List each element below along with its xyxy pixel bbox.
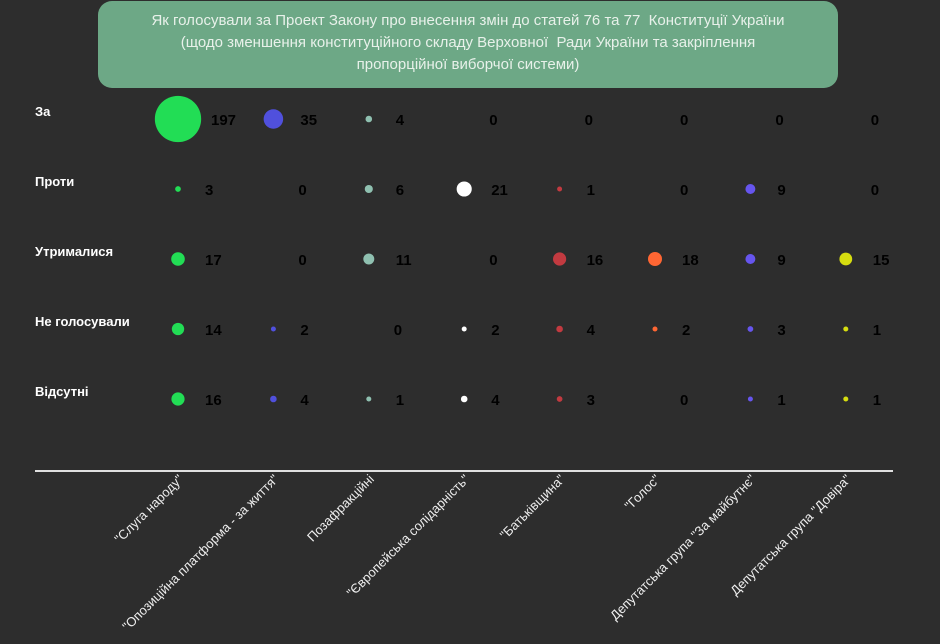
bubble [171, 252, 185, 266]
value-label: 17 [205, 252, 222, 269]
value-label: 16 [205, 392, 222, 409]
bubble [171, 392, 185, 406]
bubble [553, 252, 567, 266]
value-label: 2 [682, 322, 690, 339]
value-label: 2 [491, 322, 499, 339]
bubble [745, 254, 756, 264]
value-label: 1 [873, 322, 881, 339]
row-label: За [35, 104, 51, 119]
value-label: 9 [777, 182, 785, 199]
value-label: 4 [491, 392, 500, 409]
value-label: 9 [777, 252, 785, 269]
title-line-1: Як голосували за Проект Закону про внесе… [151, 12, 785, 29]
value-label: 197 [211, 112, 236, 129]
bubble [270, 395, 277, 403]
row-label: Утрималися [35, 244, 113, 259]
bubble [460, 395, 468, 403]
bubble [365, 115, 373, 123]
category-label: "Слуга народу" [111, 471, 186, 546]
bubble [366, 396, 372, 402]
value-label: 6 [396, 182, 404, 199]
bubble [652, 326, 658, 332]
value-label: 35 [300, 112, 317, 129]
category-label: Позафракційні [304, 471, 377, 544]
row-label: Не голосували [35, 314, 130, 329]
value-label: 0 [298, 182, 306, 199]
row-label: Проти [35, 174, 74, 189]
value-label: 11 [396, 252, 412, 269]
value-label: 0 [871, 182, 879, 199]
value-label: 16 [587, 252, 604, 269]
value-label: 3 [777, 322, 785, 339]
value-label: 0 [298, 252, 306, 269]
value-label: 0 [871, 112, 879, 129]
value-label: 0 [394, 322, 402, 339]
value-label: 3 [587, 392, 595, 409]
bubble [647, 251, 663, 267]
value-label: 0 [680, 182, 688, 199]
value-label: 1 [873, 392, 881, 409]
bubble [747, 396, 753, 402]
bubble [556, 325, 563, 333]
value-label: 4 [587, 322, 596, 339]
bubble [745, 184, 756, 194]
value-label: 0 [489, 252, 497, 269]
value-label: 0 [680, 392, 688, 409]
value-label: 2 [300, 322, 308, 339]
value-label: 0 [585, 112, 593, 129]
bubble [556, 396, 563, 402]
bubble [747, 326, 754, 332]
category-label: "Голос" [622, 471, 664, 513]
bubble [270, 326, 276, 332]
bubble [843, 326, 849, 332]
value-label: 0 [489, 112, 497, 129]
bubble [461, 326, 467, 332]
value-label: 0 [680, 112, 688, 129]
value-label: 1 [777, 392, 785, 409]
bubble [175, 186, 181, 192]
value-label: 3 [205, 182, 213, 199]
title-line-2: (щодо зменшення конституційного складу В… [180, 34, 756, 51]
bubble [839, 252, 853, 266]
value-label: 4 [300, 392, 309, 409]
row-label: Відсутні [35, 384, 89, 399]
bubble [456, 181, 472, 197]
value-label: 15 [873, 252, 890, 269]
value-label: 14 [205, 322, 222, 339]
bubble [557, 186, 563, 192]
title-line-3: пропорційної виборчої системи) [356, 56, 580, 73]
chart-title: Як голосували за Проект Закону про внесе… [98, 1, 838, 88]
bubble [154, 95, 202, 143]
category-label: "Батьківщина" [497, 471, 568, 542]
value-label: 0 [775, 112, 783, 129]
value-label: 1 [396, 392, 404, 409]
category-label: "Опозиційна платформа - за життя" [119, 471, 281, 633]
bubble [171, 322, 185, 336]
value-label: 18 [682, 252, 699, 269]
value-label: 21 [491, 182, 508, 199]
value-label: 1 [587, 182, 595, 199]
bubble [843, 396, 849, 402]
bubble [363, 253, 375, 265]
bubble [263, 109, 284, 129]
bubble [364, 184, 373, 194]
value-label: 4 [396, 112, 405, 129]
